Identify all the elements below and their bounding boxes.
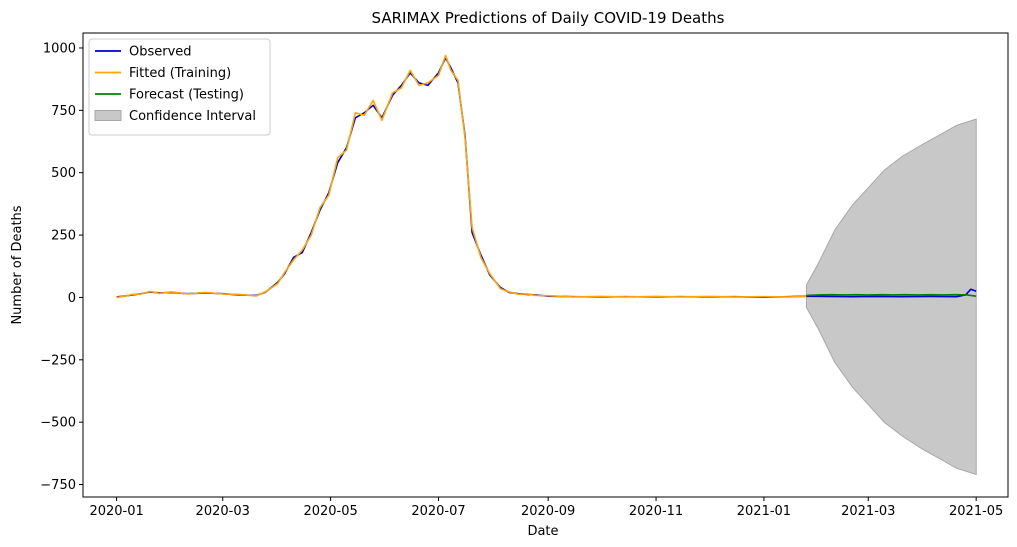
y-axis-label: Number of Deaths: [10, 205, 25, 324]
legend: Observed Fitted (Training) Forecast (Testi…: [88, 38, 271, 136]
y-tick-label: 1000: [43, 41, 76, 56]
legend-label: Forecast (Testing): [129, 88, 244, 103]
axes-frame: [82, 32, 1009, 498]
legend-box: [88, 38, 271, 136]
x-tick-label: 2020-03: [196, 504, 250, 519]
series-line-forecast-testing: [806, 293, 977, 297]
x-tick-label: 2020-09: [521, 504, 575, 519]
y-tick-label: 500: [51, 166, 76, 181]
chart-title: SARIMAX Predictions of Daily COVID-19 De…: [372, 9, 725, 27]
axis-ticks: 2020-01 2020-03 2020-05 2020-07 2020-09 2020-…: [40, 41, 1003, 519]
legend-swatch-patch: [94, 110, 122, 121]
x-tick-label: 2020-11: [629, 504, 683, 519]
legend-label: Observed: [129, 45, 192, 60]
y-tick-label: −750: [40, 478, 76, 493]
x-tick-label: 2021-05: [949, 504, 1003, 519]
y-tick-label: −250: [40, 353, 76, 368]
legend-label: Fitted (Training): [129, 66, 231, 81]
x-tick-label: 2020-01: [89, 504, 143, 519]
y-tick-label: 0: [68, 291, 76, 306]
x-tick-label: 2020-05: [303, 504, 357, 519]
y-tick-label: −500: [40, 416, 76, 431]
x-tick-label: 2020-07: [411, 504, 465, 519]
x-axis-label: Date: [527, 524, 558, 539]
legend-label: Confidence Interval: [129, 109, 256, 124]
x-tick-label: 2021-03: [841, 504, 895, 519]
y-tick-label: 750: [51, 104, 76, 119]
series-line-fitted-training: [116, 54, 807, 299]
plot-area: [116, 54, 977, 476]
y-tick-label: 250: [51, 229, 76, 244]
x-tick-label: 2021-01: [737, 504, 791, 519]
